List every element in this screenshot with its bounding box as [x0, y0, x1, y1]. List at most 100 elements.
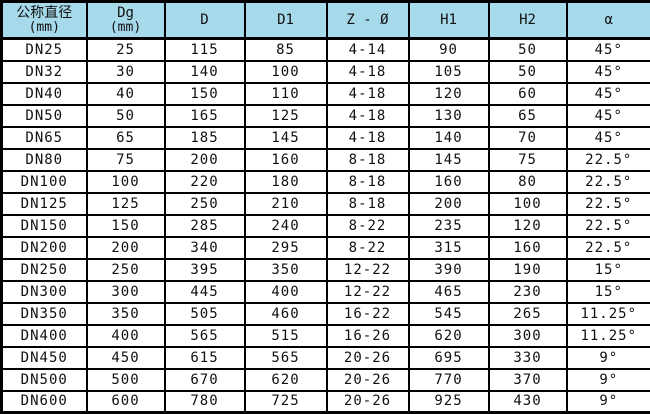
- table-cell: 400: [243, 279, 328, 304]
- table-cell: 370: [487, 367, 568, 392]
- table-row-dn450: DN450 450 615 565 20-26 695 330 9°: [0, 345, 650, 370]
- table-row-dn80: DN80 75 200 160 8-18 145 75 22.5°: [0, 147, 650, 172]
- table-cell: 16-26: [325, 323, 410, 348]
- table-cell: 250: [85, 257, 166, 282]
- table-cell: 8-18: [325, 147, 410, 172]
- table-cell: DN25: [0, 37, 88, 62]
- table-body: DN25 25 115 85 4-14 90 50 45° DN32 30 140 100 4-18 1…: [0, 37, 650, 414]
- column-header-z-diameter: Z - Ø: [325, 0, 410, 40]
- table-row-dn125: DN125 125 250 210 8-18 200 100 22.5°: [0, 191, 650, 216]
- table-cell: 80: [487, 169, 568, 194]
- table-row-dn300: DN300 300 445 400 12-22 465 230 15°: [0, 279, 650, 304]
- table-cell: 165: [163, 103, 246, 128]
- table-cell: 330: [487, 345, 568, 370]
- table-cell: 65: [85, 125, 166, 150]
- column-header-d1: D1: [243, 0, 328, 40]
- table-cell: 780: [163, 389, 246, 414]
- table-cell: 600: [85, 389, 166, 414]
- table-row-dn400: DN400 400 565 515 16-26 620 300 11.25°: [0, 323, 650, 348]
- table-cell: 115: [163, 37, 246, 62]
- table-row-dn350: DN350 350 505 460 16-22 545 265 11.25°: [0, 301, 650, 326]
- table-cell: 210: [243, 191, 328, 216]
- table-row-dn100: DN100 100 220 180 8-18 160 80 22.5°: [0, 169, 650, 194]
- table-cell: 350: [243, 257, 328, 282]
- column-header-h2: H2: [487, 0, 568, 40]
- table-cell: 4-18: [325, 81, 410, 106]
- column-header-alpha: α: [565, 0, 650, 40]
- table-cell: 22.5°: [565, 147, 650, 172]
- table-cell: 20-26: [325, 389, 410, 414]
- column-header-label: H2: [519, 12, 536, 28]
- table-cell: 725: [243, 389, 328, 414]
- table-cell: 22.5°: [565, 213, 650, 238]
- table-cell: DN350: [0, 301, 88, 326]
- table-cell: 8-18: [325, 191, 410, 216]
- column-header-d: D: [163, 0, 246, 40]
- table-cell: 350: [85, 301, 166, 326]
- table-cell: 50: [487, 37, 568, 62]
- table-cell: 11.25°: [565, 301, 650, 326]
- table-row-dn32: DN32 30 140 100 4-18 105 50 45°: [0, 59, 650, 84]
- table-cell: 22.5°: [565, 191, 650, 216]
- header-row: 公称直径 (mm) Dg (mm) D D1 Z - Ø H1 H2 α: [0, 0, 650, 40]
- table-cell: 770: [407, 367, 490, 392]
- table-cell: 105: [407, 59, 490, 84]
- table-cell: 120: [487, 213, 568, 238]
- table-cell: 620: [243, 367, 328, 392]
- table-cell: 150: [85, 213, 166, 238]
- table-cell: 140: [407, 125, 490, 150]
- table-cell: 185: [163, 125, 246, 150]
- table-row-dn600: DN600 600 780 725 20-26 925 430 9°: [0, 389, 650, 414]
- table-cell: 460: [243, 301, 328, 326]
- table-row-dn150: DN150 150 285 240 8-22 235 120 22.5°: [0, 213, 650, 238]
- table-cell: 145: [243, 125, 328, 150]
- table-cell: 445: [163, 279, 246, 304]
- table-cell: 140: [163, 59, 246, 84]
- column-header-sub: (mm): [28, 20, 60, 35]
- table-cell: 390: [407, 257, 490, 282]
- table-cell: DN250: [0, 257, 88, 282]
- table-cell: 265: [487, 301, 568, 326]
- table-cell: 145: [407, 147, 490, 172]
- table-cell: 8-22: [325, 213, 410, 238]
- table-cell: 450: [85, 345, 166, 370]
- table-cell: 60: [487, 81, 568, 106]
- column-header-dg: Dg (mm): [85, 0, 166, 40]
- table-cell: 4-18: [325, 125, 410, 150]
- table-cell: DN32: [0, 59, 88, 84]
- table-cell: 45°: [565, 37, 650, 62]
- column-header-label: D: [200, 12, 209, 28]
- table-cell: 180: [243, 169, 328, 194]
- column-header-label: Dg: [117, 5, 134, 21]
- table-cell: 285: [163, 213, 246, 238]
- table-row-dn25: DN25 25 115 85 4-14 90 50 45°: [0, 37, 650, 62]
- table-row-dn50: DN50 50 165 125 4-18 130 65 45°: [0, 103, 650, 128]
- table-row-dn40: DN40 40 150 110 4-18 120 60 45°: [0, 81, 650, 106]
- table-cell: DN600: [0, 389, 88, 414]
- table-cell: 250: [163, 191, 246, 216]
- table-cell: 150: [163, 81, 246, 106]
- table-cell: 565: [243, 345, 328, 370]
- table-cell: 565: [163, 323, 246, 348]
- table-cell: 100: [243, 59, 328, 84]
- table-cell: 100: [85, 169, 166, 194]
- table-cell: 515: [243, 323, 328, 348]
- table-cell: 620: [407, 323, 490, 348]
- table-cell: 22.5°: [565, 235, 650, 260]
- table-cell: 400: [85, 323, 166, 348]
- table-cell: DN100: [0, 169, 88, 194]
- table-cell: 22.5°: [565, 169, 650, 194]
- table-cell: 230: [487, 279, 568, 304]
- table-cell: 545: [407, 301, 490, 326]
- table-cell: 160: [407, 169, 490, 194]
- table-row-dn65: DN65 65 185 145 4-18 140 70 45°: [0, 125, 650, 150]
- column-header-label: 公称直径: [16, 5, 73, 21]
- table-cell: 15°: [565, 257, 650, 282]
- table-header: 公称直径 (mm) Dg (mm) D D1 Z - Ø H1 H2 α: [0, 0, 650, 40]
- table-cell: 125: [243, 103, 328, 128]
- column-header-h1: H1: [407, 0, 490, 40]
- table-cell: 340: [163, 235, 246, 260]
- table-cell: 200: [85, 235, 166, 260]
- table-cell: 50: [85, 103, 166, 128]
